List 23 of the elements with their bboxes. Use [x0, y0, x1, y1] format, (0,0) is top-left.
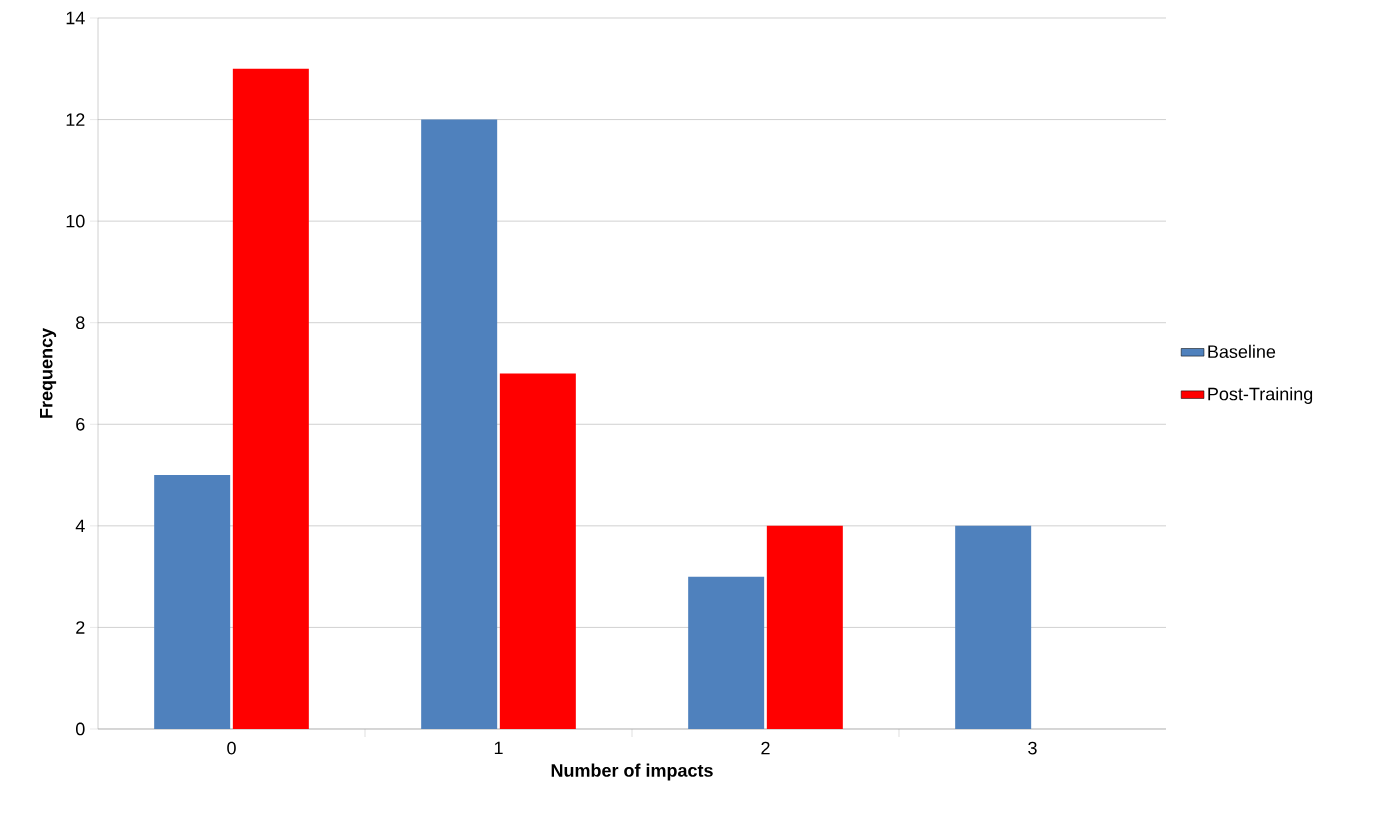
y-tick-label: 10: [66, 214, 85, 228]
bar: [499, 373, 576, 729]
bar: [688, 576, 765, 729]
bar: [154, 475, 231, 729]
x-tick-label: 1: [494, 741, 503, 755]
bar: [232, 68, 309, 729]
y-tick-label: 2: [76, 621, 85, 634]
y-tick-label: 14: [66, 11, 85, 25]
x-axis-title: Number of impacts: [551, 763, 713, 781]
y-tick-label: 8: [76, 316, 85, 330]
legend-label: Baseline: [1208, 344, 1276, 358]
x-tick-label: 2: [761, 741, 770, 755]
y-tick-label: 6: [76, 417, 85, 431]
y-tick-label: 4: [75, 519, 85, 533]
x-tick-label: 3: [1028, 741, 1037, 755]
y-tick-label: 12: [66, 113, 85, 126]
bar: [955, 525, 1032, 729]
y-tick-label: 0: [76, 722, 85, 736]
x-tick-label: 0: [227, 741, 236, 755]
bar: [766, 525, 843, 729]
legend-label: Post-Training: [1208, 387, 1313, 404]
y-axis-title: Frequency: [40, 328, 57, 418]
bar: [421, 119, 498, 729]
